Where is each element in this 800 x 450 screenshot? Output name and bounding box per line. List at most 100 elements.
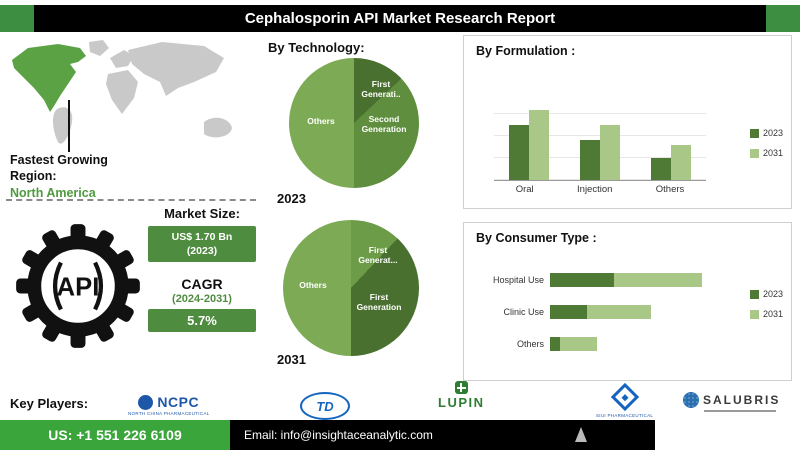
map-africa	[106, 70, 138, 114]
bar-oral-2031	[529, 109, 550, 180]
email-banner: Email: info@insightaceanalytic.com	[230, 420, 655, 450]
formulation-chart-box: By Formulation : Oral Injection Others 2…	[463, 35, 792, 209]
hbar-category-label: Hospital Use	[492, 275, 544, 285]
bar-group-others	[650, 92, 691, 180]
world-map	[6, 38, 256, 156]
bar-group-injection	[579, 92, 620, 180]
map-australia	[204, 117, 232, 138]
pie-slice-label-first-trunc-2031: First Generat...	[358, 245, 398, 266]
technology-pie-2023: First Generati.. Second Generation Other…	[289, 58, 419, 188]
legend-swatch-2031	[749, 148, 759, 158]
consumer-heading: By Consumer Type :	[476, 231, 597, 245]
consumer-legend: 2023 2031	[749, 289, 783, 319]
market-size-value-line2: (2023)	[186, 245, 218, 258]
siui-logo: SIUI PHARMACEUTICAL	[596, 382, 654, 418]
map-europe	[110, 50, 134, 68]
region-label-line1: Fastest Growing	[10, 153, 108, 167]
key-players-label: Key Players:	[10, 396, 89, 411]
ncpc-logo: NCPC NORTH CHINA PHARMACEUTICAL	[128, 394, 209, 416]
technology-heading: By Technology:	[268, 40, 365, 55]
map-asia	[128, 42, 224, 96]
hbar-row-clinic-use: Clinic Use	[474, 305, 719, 319]
pie-slice-label-second-gen-2023: Second Generation	[361, 114, 407, 135]
fastest-growing-region: Fastest Growing Region: North America	[10, 152, 190, 201]
pie-year-label-2031: 2031	[277, 352, 306, 367]
page-title: Cephalosporin API Market Research Report	[244, 10, 556, 27]
legend-label-2031: 2031	[762, 148, 783, 158]
map-greenland	[89, 40, 109, 56]
market-size-value-line1: US$ 1.70 Bn	[171, 231, 233, 243]
legend-entry-2031: 2031	[749, 309, 783, 319]
consumer-plot: Hospital Use Clinic Use Others	[474, 273, 719, 351]
region-label-line2: Region:	[10, 169, 57, 184]
map-south-america	[52, 107, 73, 144]
hbar-segment-2023	[550, 337, 561, 351]
technology-pie-2031: First Generat... First Generation Others	[283, 220, 419, 356]
bar-injection-2023	[579, 140, 600, 180]
pie-slice-label-others-2023: Others	[307, 116, 335, 126]
legend-label-2031: 2031	[762, 309, 783, 319]
formulation-legend: 2023 2031	[749, 128, 783, 158]
legend-swatch-2023	[749, 128, 759, 138]
ncpc-logo-caption: NORTH CHINA PHARMACEUTICAL	[128, 411, 210, 416]
salubris-logo: SALUBRIS	[683, 392, 780, 412]
email-text: Email: info@insightaceanalytic.com	[244, 428, 433, 442]
phone-banner: US: +1 551 226 6109	[0, 420, 230, 450]
legend-swatch-2023	[749, 289, 759, 299]
legend-entry-2031: 2031	[749, 148, 783, 158]
salubris-logo-text: SALUBRIS	[703, 393, 781, 407]
banner-green-cap-left	[0, 5, 34, 32]
diamond-icon	[610, 382, 639, 412]
siui-logo-caption: SIUI PHARMACEUTICAL	[596, 413, 654, 418]
hbar-category-label: Clinic Use	[503, 307, 544, 317]
title-banner: Cephalosporin API Market Research Report	[0, 5, 800, 32]
market-size-label: Market Size:	[164, 206, 240, 221]
cagr-value-box: 5.7%	[148, 309, 256, 333]
hbar-segment-2023	[550, 273, 615, 287]
bar-injection-2031	[599, 125, 620, 180]
legend-swatch-2031	[749, 309, 759, 319]
formulation-category-labels: Oral Injection Others	[494, 184, 706, 195]
hbar-track	[550, 305, 719, 319]
bar-group-oral	[509, 92, 550, 180]
cagr-label: CAGR	[181, 276, 223, 293]
region-value: North America	[10, 185, 96, 200]
salubris-caption-bar	[704, 410, 776, 412]
map-north-america-highlight	[12, 44, 86, 112]
market-size-block: Market Size: US$ 1.70 Bn (2023) CAGR (20…	[148, 206, 256, 333]
hbar-segment-2023	[550, 305, 588, 319]
hbar-segment-2031	[587, 305, 652, 319]
pie-slice-label-others-2031: Others	[299, 280, 327, 290]
consumer-chart-box: By Consumer Type : Hospital Use Clinic Us…	[463, 222, 792, 381]
lupin-bottle-icon	[454, 381, 468, 394]
hbar-track	[550, 273, 719, 287]
insightace-logo-mark	[575, 427, 587, 442]
bar-others-2023	[650, 158, 671, 180]
td-logo-text: TD	[316, 398, 334, 414]
pie-year-label-2023: 2023	[277, 191, 306, 206]
formulation-heading: By Formulation :	[476, 44, 576, 58]
legend-label-2023: 2023	[762, 289, 783, 299]
banner-green-cap-right	[766, 5, 800, 32]
category-label-others: Others	[655, 184, 685, 195]
salubris-globe-icon	[683, 392, 699, 408]
hbar-segment-2031	[560, 337, 598, 351]
category-label-injection: Injection	[577, 184, 613, 195]
formulation-plot	[494, 92, 706, 181]
world-map-svg	[12, 40, 232, 144]
hbar-category-label: Others	[516, 339, 544, 349]
pie-slice-label-first-gen-2023: First Generati..	[361, 79, 401, 100]
bar-others-2031	[670, 144, 691, 180]
map-pointer-line	[68, 100, 70, 152]
api-text: API	[57, 274, 100, 302]
legend-label-2023: 2023	[762, 128, 783, 138]
hbar-segment-2031	[614, 273, 703, 287]
diamond-icon-inner	[621, 393, 629, 401]
legend-entry-2023: 2023	[749, 128, 783, 138]
td-logo: TD	[300, 392, 350, 420]
hbar-track	[550, 337, 719, 351]
category-label-oral: Oral	[515, 184, 534, 195]
legend-entry-2023: 2023	[749, 289, 783, 299]
pie-slice-label-first-gen-2031: First Generation	[356, 292, 402, 313]
